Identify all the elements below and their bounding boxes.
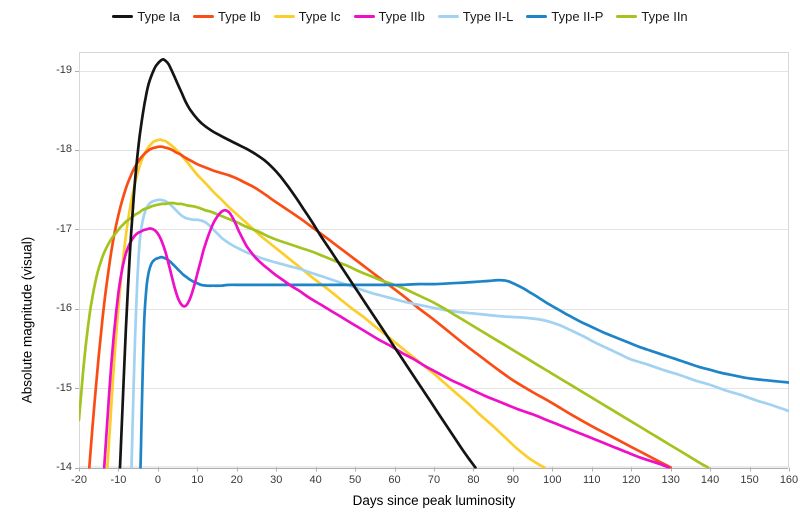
x-tick-label: 70 (427, 473, 441, 486)
series-line-type-ii-p (139, 255, 789, 469)
series-line-type-ib (87, 145, 673, 469)
x-tick-label: 120 (622, 473, 641, 486)
legend-label: Type II-P (551, 8, 604, 24)
legend-item-type-iin: Type IIn (616, 8, 688, 24)
legend-item-type-ii-p: Type II-P (526, 10, 603, 23)
x-tick-label: 110 (582, 473, 601, 486)
legend-item-type-ii-l: Type II-L (437, 8, 514, 24)
y-tick-label: -14 (56, 461, 72, 473)
x-tick-label: 20 (230, 473, 243, 486)
y-tick-label: -16 (56, 302, 72, 315)
legend-swatch (616, 14, 638, 18)
legend-label: Type Ic (298, 8, 341, 24)
y-tick-label: -17 (56, 222, 72, 235)
legend-label: Type Ia (137, 8, 180, 24)
x-tick-label: 140 (700, 473, 720, 486)
legend-item-type-iib: Type IIb (353, 8, 425, 24)
x-tick-label: 0 (154, 473, 161, 486)
series-line-type-ii-l (130, 198, 789, 469)
x-tick-label: 90 (506, 473, 519, 486)
x-tick-label: 30 (270, 473, 283, 486)
x-tick-label: 150 (740, 473, 759, 486)
legend-label: Type IIb (378, 8, 425, 24)
x-tick-label: -10 (110, 473, 127, 486)
series-line-type-ia (118, 58, 477, 469)
x-tick-label: 80 (467, 473, 480, 486)
legend-swatch (437, 14, 459, 18)
series-line-type-ic (106, 138, 546, 469)
legend-label: Type II-L (462, 8, 514, 24)
series-lines (79, 58, 789, 469)
legend-swatch (526, 14, 548, 18)
legend-swatch (353, 14, 375, 18)
legend-item-type-ib: Type Ib (192, 8, 261, 24)
x-tick-label: -20 (71, 473, 87, 486)
legend-label: Type IIn (641, 8, 688, 24)
plot-box (75, 52, 790, 472)
tick-marks (75, 71, 790, 472)
x-tick-label: 130 (661, 473, 680, 486)
y-axis-title: Absolute magnitude (visual) (19, 236, 35, 404)
x-tick-label: 160 (779, 473, 799, 486)
series-line-type-iin (79, 201, 710, 469)
legend-swatch (273, 14, 295, 18)
x-tick-label: 10 (191, 473, 204, 486)
legend-item-type-ia: Type Ia (112, 10, 180, 23)
y-tick-label: -18 (56, 143, 72, 156)
legend-swatch (192, 14, 214, 18)
series-line-type-iib (102, 208, 671, 469)
x-tick-label: 50 (348, 473, 362, 486)
legend: Type Ia Type Ib Type Ic Type IIb Type II-L Ty… (0, 5, 800, 27)
x-tick-label: 40 (309, 473, 322, 486)
x-tick-label: 100 (543, 473, 562, 486)
y-tick-label: -19 (56, 64, 72, 76)
x-tick-label: 60 (388, 473, 401, 486)
x-axis-title: Days since peak luminosity (352, 493, 516, 508)
legend-item-type-ic: Type Ic (273, 8, 341, 24)
y-tick-label: -15 (56, 381, 72, 394)
plot-border (79, 52, 789, 468)
legend-label: Type Ib (217, 8, 261, 24)
legend-swatch (112, 14, 134, 18)
